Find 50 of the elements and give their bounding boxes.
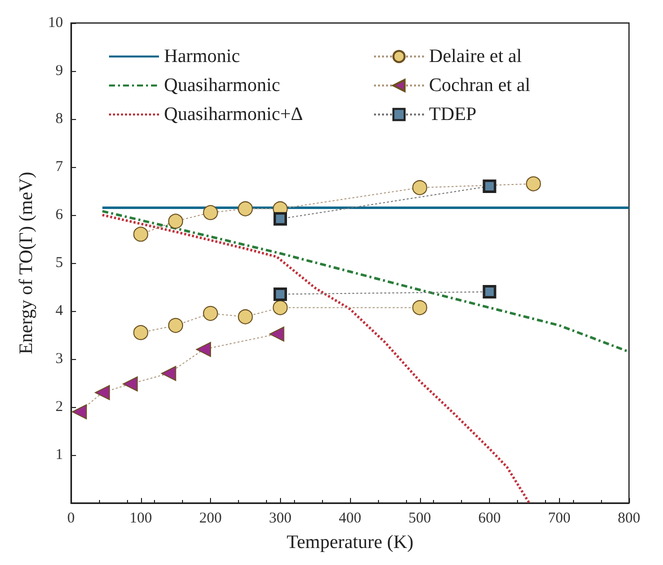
y-tick-label: 4: [56, 303, 64, 319]
point: [203, 306, 218, 321]
point: [482, 179, 496, 193]
point: [482, 285, 496, 299]
point: [412, 180, 428, 196]
point: [203, 205, 218, 220]
y-tick-label: 1: [56, 447, 63, 463]
point: [274, 287, 287, 301]
y-tick-label: 8: [56, 111, 63, 127]
x-tick-label: 600: [478, 510, 501, 526]
legend-label: TDEP: [429, 104, 476, 125]
point: [133, 325, 148, 340]
point: [272, 300, 288, 316]
point: [122, 376, 138, 392]
y-tick-label: 5: [56, 255, 63, 271]
point: [238, 201, 253, 216]
point: [161, 366, 176, 381]
y-tick-label: 2: [56, 399, 63, 415]
point: [133, 226, 148, 242]
point: [196, 342, 212, 357]
y-tick-label: 9: [56, 63, 63, 79]
legend-label: Quasiharmonic: [164, 75, 280, 96]
y-tick-label: 6: [56, 207, 64, 223]
point: [168, 318, 184, 333]
x-tick-label: 200: [199, 510, 222, 526]
point: [526, 176, 541, 192]
legend-label: Cochran et al: [429, 75, 530, 96]
x-tick-label: 400: [338, 510, 362, 526]
x-axis-title: Temperature (K): [286, 532, 414, 553]
y-tick-label: 3: [56, 351, 63, 367]
point: [238, 309, 253, 324]
legend-label: Delaire et al: [429, 46, 522, 67]
point: [412, 300, 428, 316]
point: [168, 214, 184, 229]
y-tick-label: 10: [48, 15, 63, 31]
x-tick-label: 300: [269, 510, 292, 526]
x-tick-label: 700: [548, 510, 570, 526]
legend-label: Quasiharmonic+Δ: [164, 104, 304, 125]
y-axis-title: Energy of TO(Γ) (meV): [16, 172, 37, 354]
point: [274, 212, 287, 226]
point: [94, 385, 110, 400]
legend-label: Harmonic: [164, 46, 240, 67]
line-series: [101, 214, 531, 504]
x-tick-label: 500: [408, 510, 431, 526]
y-tick-label: 7: [56, 159, 64, 175]
x-tick-label: 800: [618, 510, 640, 526]
point: [269, 326, 284, 342]
point: [72, 404, 87, 420]
x-tick-label: 100: [130, 510, 152, 526]
x-tick-label: 0: [67, 510, 75, 526]
